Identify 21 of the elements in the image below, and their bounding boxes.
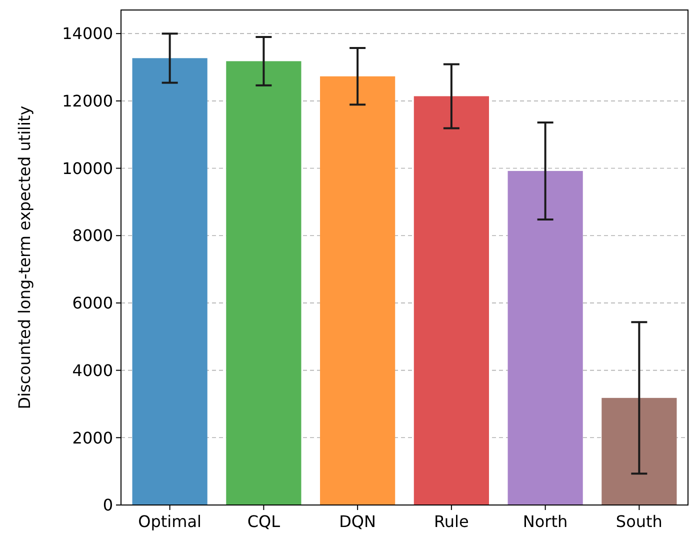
y-tick-label: 12000 bbox=[62, 92, 113, 111]
bar bbox=[508, 170, 583, 505]
x-tick-label: CQL bbox=[247, 512, 280, 531]
y-tick-label: 14000 bbox=[62, 24, 113, 44]
bar bbox=[414, 96, 489, 505]
bar bbox=[226, 61, 302, 505]
x-tick-label: Rule bbox=[434, 512, 469, 531]
y-axis-title: Discounted long-term expected utility bbox=[15, 106, 34, 410]
bar bbox=[320, 76, 396, 505]
bar bbox=[602, 398, 677, 505]
y-tick-label: 2000 bbox=[72, 428, 113, 448]
x-tick-label: South bbox=[616, 512, 662, 531]
x-tick-label: Optimal bbox=[138, 512, 202, 531]
x-tick-label: DQN bbox=[339, 512, 376, 531]
y-tick-label: 6000 bbox=[72, 294, 113, 313]
y-tick-label: 8000 bbox=[72, 226, 113, 246]
y-tick-label: 10000 bbox=[62, 158, 113, 178]
y-tick-label: 0 bbox=[102, 496, 113, 515]
bar bbox=[132, 58, 208, 505]
y-tick-label: 4000 bbox=[72, 360, 113, 380]
x-tick-label: North bbox=[522, 512, 568, 531]
